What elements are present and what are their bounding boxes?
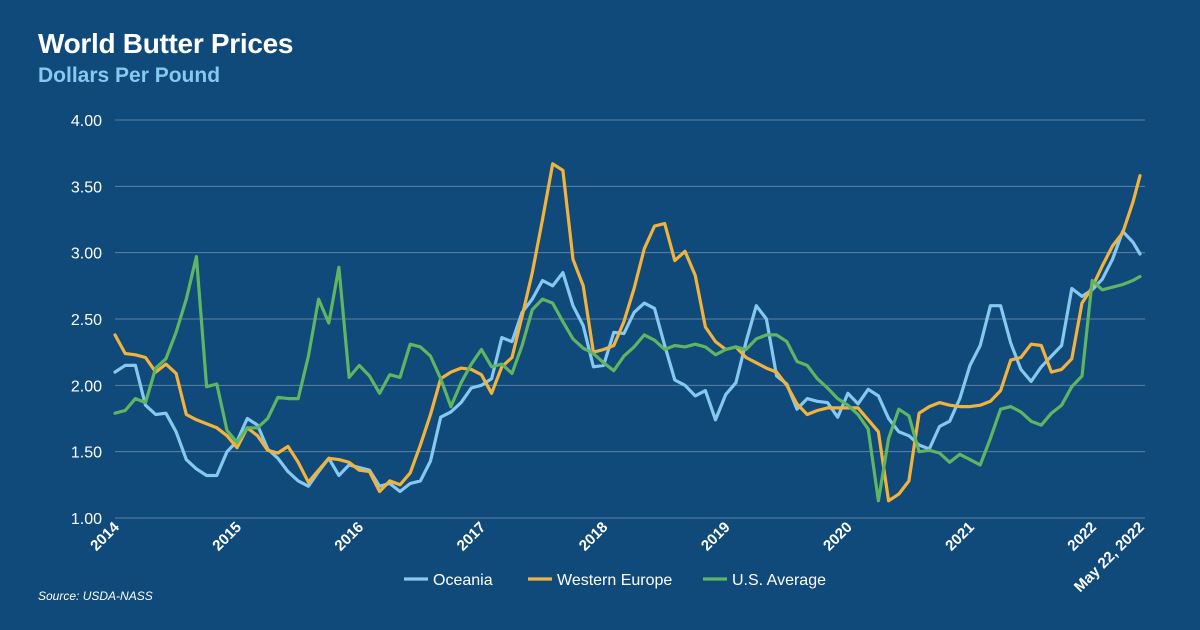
y-tick-label: 1.50 <box>71 445 102 462</box>
legend-label-us_average: U.S. Average <box>732 572 826 589</box>
series-line-western_europe <box>113 162 1142 503</box>
series-line-oceania <box>113 229 1142 494</box>
series-line-us_average <box>113 255 1142 503</box>
x-tick-label: 2020 <box>820 519 856 555</box>
x-tick-label: 2018 <box>576 519 612 555</box>
y-axis-ticks: 1.00 1.50 2.00 2.50 3.00 3.50 4.00 <box>71 113 102 528</box>
y-tick-label: 2.00 <box>71 378 102 395</box>
legend-label-western_europe: Western Europe <box>557 572 672 589</box>
y-tick-label: 3.50 <box>71 179 102 196</box>
legend-label-oceania: Oceania <box>433 572 493 589</box>
y-tick-label: 1.00 <box>71 511 102 528</box>
gridlines <box>115 119 1145 519</box>
chart-subtitle: Dollars Per Pound <box>38 64 221 87</box>
y-tick-label: 4.00 <box>71 113 102 130</box>
x-tick-label: 2015 <box>209 519 245 555</box>
x-tick-label: 2017 <box>454 519 490 555</box>
x-tick-label: 2016 <box>331 519 367 555</box>
x-tick-label: 2022 <box>1064 519 1100 555</box>
x-tick-label: 2021 <box>942 519 978 555</box>
source-note: Source: USDA-NASS <box>38 589 153 603</box>
y-tick-label: 2.50 <box>71 312 102 329</box>
x-tick-label: 2019 <box>698 519 734 555</box>
legend: Oceania Western Europe U.S. Average <box>404 572 826 589</box>
chart-title: World Butter Prices <box>38 28 294 59</box>
series-lines <box>113 162 1142 503</box>
y-tick-label: 3.00 <box>71 246 102 263</box>
